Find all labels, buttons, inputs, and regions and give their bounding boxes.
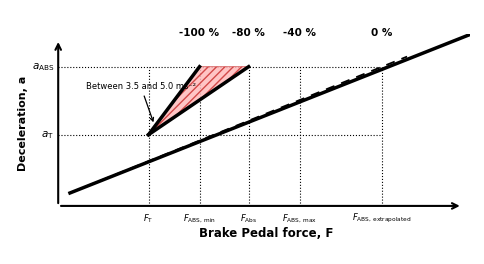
Text: -40 %: -40 % [283, 28, 316, 38]
Text: -100 %: -100 % [179, 28, 219, 38]
Text: Deceleration, a: Deceleration, a [18, 76, 28, 171]
Text: $F_\mathsf{ABS,\,min}$: $F_\mathsf{ABS,\,min}$ [182, 213, 216, 225]
Text: $a_\mathsf{T}$: $a_\mathsf{T}$ [42, 129, 54, 141]
Text: $F_\mathsf{Abs}$: $F_\mathsf{Abs}$ [240, 213, 257, 225]
Text: Between 3.5 and 5.0 ms⁻²: Between 3.5 and 5.0 ms⁻² [86, 82, 195, 121]
Polygon shape [148, 67, 248, 135]
Text: $F_\mathsf{T}$: $F_\mathsf{T}$ [143, 213, 153, 225]
Text: -80 %: -80 % [232, 28, 265, 38]
Text: $F_\mathsf{ABS,\,extrapolated}$: $F_\mathsf{ABS,\,extrapolated}$ [351, 213, 411, 225]
Text: Brake Pedal force, F: Brake Pedal force, F [199, 227, 333, 240]
Text: 0 %: 0 % [371, 28, 392, 38]
Text: $a_\mathsf{ABS}$: $a_\mathsf{ABS}$ [32, 61, 54, 73]
Text: $F_\mathsf{ABS,\,max}$: $F_\mathsf{ABS,\,max}$ [282, 213, 317, 225]
